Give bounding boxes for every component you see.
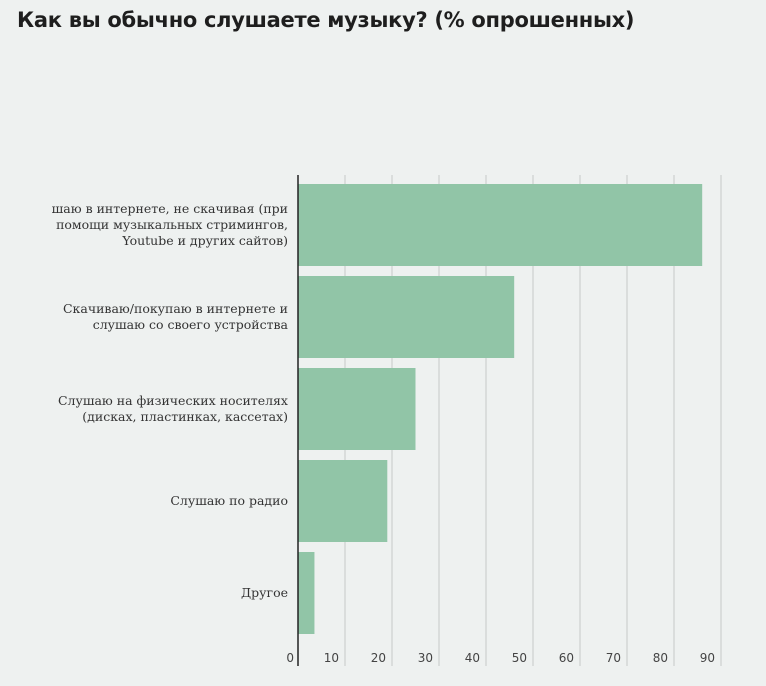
category-label: Слушаю по радио (170, 493, 288, 508)
bars (298, 184, 703, 634)
x-tick-label: 40 (465, 651, 480, 665)
bar (298, 368, 416, 450)
bar (298, 552, 315, 634)
category-label: шаю в интернете, не скачивая (при помощи… (51, 201, 288, 248)
x-tick-label: 50 (512, 651, 527, 665)
x-tick-label: 60 (559, 651, 574, 665)
x-tick-label: 80 (653, 651, 668, 665)
category-label: Скачиваю/покупаю в интернете и слушаю со… (62, 301, 288, 332)
x-tick-labels: 0 10 20 30 40 50 60 70 80 90 (286, 651, 715, 665)
category-label: Другое (241, 585, 288, 600)
x-tick-label: 0 (286, 651, 294, 665)
bar (298, 460, 388, 542)
x-tick-label: 10 (324, 651, 339, 665)
x-tick-label: 70 (606, 651, 621, 665)
category-label: Слушаю на физических носителях (дисках, … (57, 393, 288, 424)
chart-title: Как вы обычно слушаете музыку? (% опроше… (17, 8, 635, 32)
x-tick-label: 90 (700, 651, 715, 665)
x-tick-label: 20 (371, 651, 386, 665)
x-tick-label: 30 (418, 651, 433, 665)
bar (298, 184, 703, 266)
bar (298, 276, 515, 358)
